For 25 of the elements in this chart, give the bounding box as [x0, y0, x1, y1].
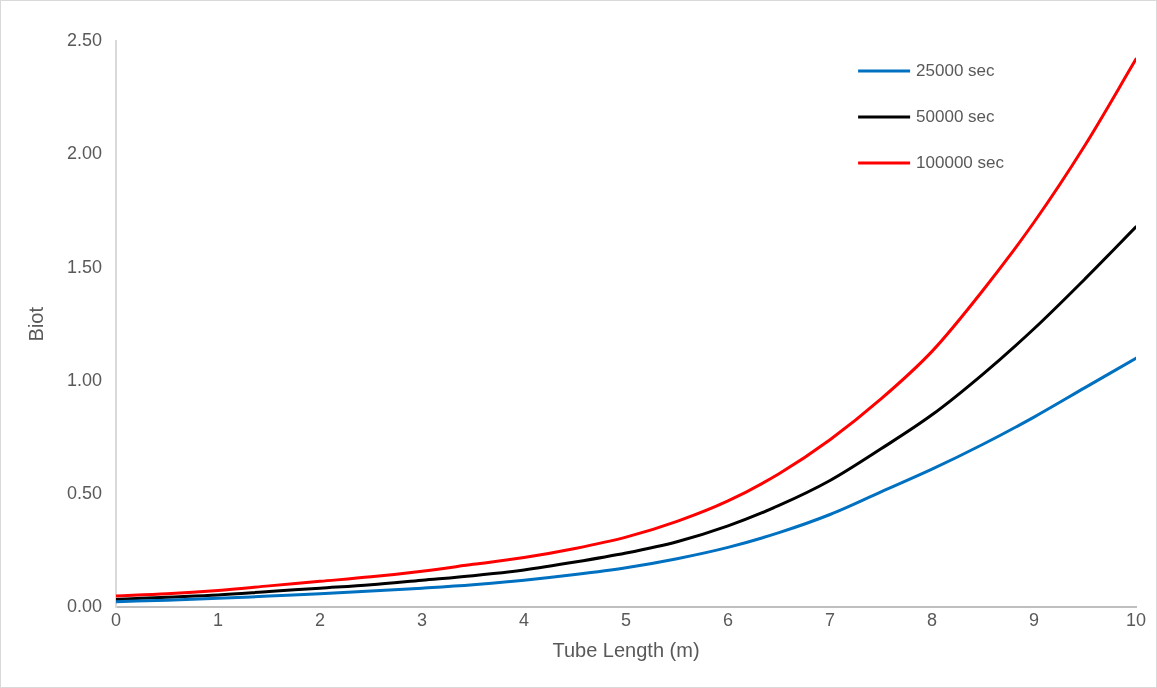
- x-tick-label: 7: [825, 610, 836, 631]
- x-tick-label: 1: [213, 610, 224, 631]
- y-tick-label: 1.00: [66, 369, 103, 390]
- y-tick-label: 1.50: [66, 256, 103, 277]
- x-tick-label: 3: [417, 610, 428, 631]
- y-tick-label: 2.00: [66, 143, 103, 164]
- line-series: [116, 356, 1136, 604]
- x-axis-title: Tube Length (m): [552, 638, 700, 661]
- legend-label: 100000 sec: [916, 152, 1005, 172]
- x-tick-label: 9: [1029, 610, 1040, 631]
- y-tick-label: 2.50: [66, 29, 103, 50]
- y-tick-label: 0.00: [66, 596, 103, 617]
- x-tick-label: 6: [723, 610, 734, 631]
- x-tick-label: 5: [621, 610, 632, 631]
- line-series: [116, 225, 1136, 601]
- y-tick-label: 0.50: [66, 483, 103, 504]
- line-series: [116, 57, 1136, 598]
- x-tick-label: 0: [111, 610, 122, 631]
- x-tick-label: 8: [927, 610, 938, 631]
- x-tick-label: 2: [315, 610, 326, 631]
- x-tick-label: 10: [1125, 610, 1147, 631]
- legend-label: 25000 sec: [916, 60, 996, 80]
- legend-label: 50000 sec: [916, 106, 996, 126]
- y-axis-title: Biot: [24, 306, 47, 342]
- x-tick-label: 4: [519, 610, 530, 631]
